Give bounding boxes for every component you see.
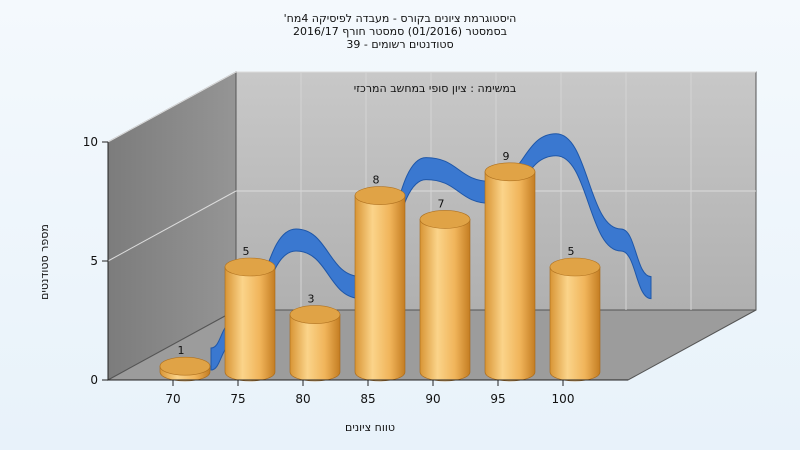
bar-top — [419, 210, 471, 229]
x-axis-title: טווח ציונים — [345, 421, 395, 434]
bar-top — [549, 257, 601, 277]
x-ticks: 70 75 80 85 90 95 100 — [165, 380, 574, 406]
bar-value-label: 3 — [308, 293, 315, 306]
bar — [354, 186, 406, 382]
x-tick-label: 85 — [360, 392, 375, 406]
bar-top — [224, 257, 276, 277]
x-tick-label: 100 — [552, 392, 575, 406]
bar — [289, 305, 341, 382]
bar-body — [549, 266, 601, 382]
bar-body — [419, 219, 471, 382]
bar — [419, 210, 471, 382]
bar-value-label: 7 — [438, 197, 445, 210]
bar-value-label: 1 — [178, 344, 185, 357]
bar — [549, 257, 601, 382]
bar-top — [354, 186, 406, 205]
side-gridline — [107, 71, 237, 143]
x-tick-label: 75 — [230, 392, 245, 406]
bar-body — [289, 314, 341, 382]
y-ticks: 0 5 10 — [83, 135, 108, 387]
x-tick-label: 80 — [295, 392, 310, 406]
bar-series: 1 5 3 8 7 9 5 — [159, 150, 601, 382]
bar-top — [289, 305, 341, 324]
x-tick-label: 95 — [490, 392, 505, 406]
y-axis-title: מספר סטודנטים — [38, 224, 51, 300]
y-tick-label: 0 — [90, 373, 98, 387]
x-tick-label: 70 — [165, 392, 180, 406]
bar — [224, 257, 276, 382]
chart-title-line-3: סטודנטים רשומים - 39 — [346, 38, 453, 51]
chart-annotation: במשימה : ציון סופי במחשב המרכזי — [354, 82, 517, 95]
series-ribbon — [210, 133, 652, 371]
bar-body — [354, 195, 406, 382]
bar-top — [159, 356, 211, 376]
bar-value-label: 5 — [243, 245, 250, 258]
bar-top — [484, 162, 536, 182]
bar-value-label: 5 — [568, 245, 575, 258]
bar — [484, 162, 536, 382]
y-tick-label: 10 — [83, 135, 98, 149]
bar-body — [224, 266, 276, 382]
bar — [159, 356, 211, 382]
bar-value-label: 8 — [373, 174, 380, 187]
y-tick-label: 5 — [90, 254, 98, 268]
bar-value-label: 9 — [503, 150, 510, 163]
bar-body — [484, 171, 536, 382]
chart-title-line-1: היסטוגרמת ציונים בקורס - מעבדה לפיסיקה 4… — [284, 12, 517, 25]
chart-title-line-2: בסמסטר (01/2016) סמסטר חורף 2016/17 — [293, 25, 507, 38]
x-tick-label: 90 — [425, 392, 440, 406]
series-ribbon-path — [210, 133, 652, 371]
side-gridline — [107, 190, 237, 262]
